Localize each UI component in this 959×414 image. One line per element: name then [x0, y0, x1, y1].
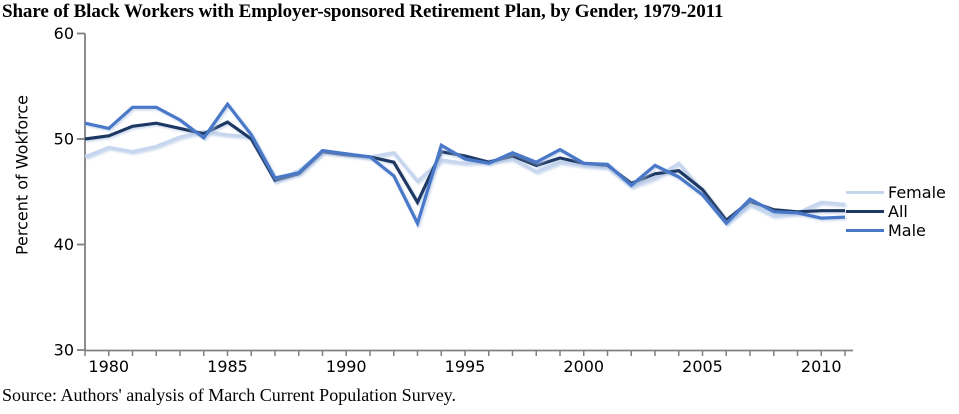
- y-tick-label: 50: [54, 130, 74, 149]
- source-note: Source: Authors' analysis of March Curre…: [2, 385, 457, 405]
- series-line-all: [84, 120, 845, 223]
- y-tick-label: 30: [54, 341, 74, 360]
- y-tick-label: 40: [54, 235, 74, 254]
- legend-item-female: Female: [846, 183, 946, 202]
- x-tick-label: 2000: [563, 357, 604, 376]
- y-tick-label: 60: [54, 24, 74, 43]
- x-tick-label: 1990: [326, 357, 367, 376]
- legend-label: All: [888, 202, 908, 221]
- chart-title: Share of Black Workers with Employer-spo…: [2, 1, 724, 22]
- female-line-swatch-icon: [846, 191, 884, 194]
- x-tick-label: 1995: [445, 357, 486, 376]
- x-tick-label: 1985: [207, 357, 248, 376]
- x-tick-label: 1980: [88, 357, 129, 376]
- all-line-swatch-icon: [846, 210, 884, 213]
- series-line-female: [84, 129, 846, 225]
- legend-label: Male: [888, 221, 926, 240]
- x-tick-label: 2010: [801, 357, 842, 376]
- chart-legend: Female All Male: [846, 183, 946, 240]
- legend-label: Female: [888, 183, 946, 202]
- male-line-swatch-icon: [846, 229, 884, 232]
- x-tick-label: 2005: [682, 357, 723, 376]
- legend-item-all: All: [846, 202, 946, 221]
- legend-item-male: Male: [846, 221, 946, 240]
- series-line-male: [84, 101, 846, 228]
